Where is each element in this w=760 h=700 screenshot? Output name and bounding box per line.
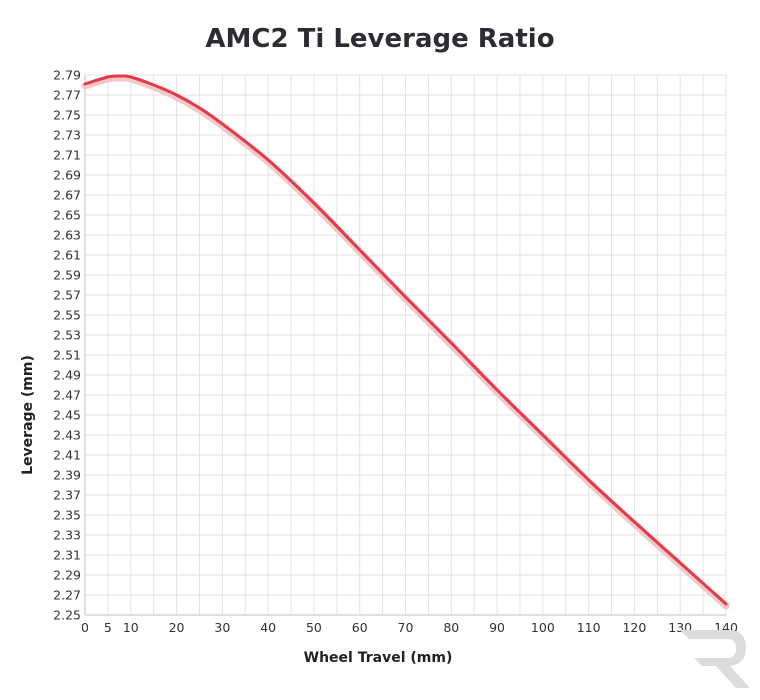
- y-tick-label: 2.55: [53, 308, 81, 323]
- y-tick-label: 2.51: [53, 348, 81, 363]
- series-layer: [81, 74, 730, 610]
- chart-title: AMC2 Ti Leverage Ratio: [205, 24, 554, 54]
- y-tick-label: 2.65: [53, 208, 81, 223]
- y-tick-label: 2.53: [53, 328, 81, 343]
- y-tick-label: 2.31: [53, 548, 81, 563]
- y-tick-label: 2.69: [53, 168, 81, 183]
- x-tick-label: 10: [123, 620, 139, 635]
- x-tick-label: 20: [169, 620, 185, 635]
- x-axis-ticks: 0 5 10 20 30 40 50 60 70 80 90 100 110 120 130 140: [81, 620, 738, 635]
- y-tick-label: 2.33: [53, 528, 81, 543]
- y-tick-label: 2.43: [53, 428, 81, 443]
- y-tick-label: 2.41: [53, 448, 81, 463]
- x-tick-label: 5: [104, 620, 112, 635]
- x-tick-label: 60: [352, 620, 368, 635]
- x-tick-label: 110: [577, 620, 601, 635]
- y-tick-label: 2.57: [53, 288, 81, 303]
- y-tick-label: 2.47: [53, 388, 81, 403]
- y-axis-ticks: 2.79 2.77 2.75 2.73 2.71 2.69 2.67 2.65 2.63 2.61…: [53, 68, 81, 623]
- y-tick-label: 2.59: [53, 268, 81, 283]
- y-tick-label: 2.39: [53, 468, 81, 483]
- y-tick-label: 2.61: [53, 248, 81, 263]
- x-tick-label: 100: [531, 620, 555, 635]
- y-tick-label: 2.77: [53, 88, 81, 103]
- y-tick-label: 2.71: [53, 148, 81, 163]
- grid: [84, 74, 727, 616]
- x-tick-label: 80: [443, 620, 459, 635]
- brand-r-logo-icon: [680, 630, 750, 688]
- y-tick-label: 2.27: [53, 588, 81, 603]
- y-tick-label: 2.73: [53, 128, 81, 143]
- y-tick-label: 2.49: [53, 368, 81, 383]
- x-tick-label: 40: [260, 620, 276, 635]
- y-tick-label: 2.63: [53, 228, 81, 243]
- y-tick-label: 2.67: [53, 188, 81, 203]
- x-tick-label: 120: [622, 620, 646, 635]
- y-tick-label: 2.35: [53, 508, 81, 523]
- x-tick-label: 50: [306, 620, 322, 635]
- x-tick-label: 0: [81, 620, 89, 635]
- y-axis-label: Leverage (mm): [20, 355, 36, 475]
- y-tick-label: 2.45: [53, 408, 81, 423]
- y-tick-label: 2.29: [53, 568, 81, 583]
- y-tick-label: 2.75: [53, 108, 81, 123]
- series-line: [83, 74, 728, 606]
- y-tick-label: 2.79: [53, 68, 81, 83]
- x-tick-label: 70: [398, 620, 414, 635]
- y-tick-label: 2.37: [53, 488, 81, 503]
- y-tick-label: 2.25: [53, 608, 81, 623]
- x-tick-label: 30: [214, 620, 230, 635]
- x-tick-label: 90: [489, 620, 505, 635]
- x-axis-label: Wheel Travel (mm): [304, 650, 453, 666]
